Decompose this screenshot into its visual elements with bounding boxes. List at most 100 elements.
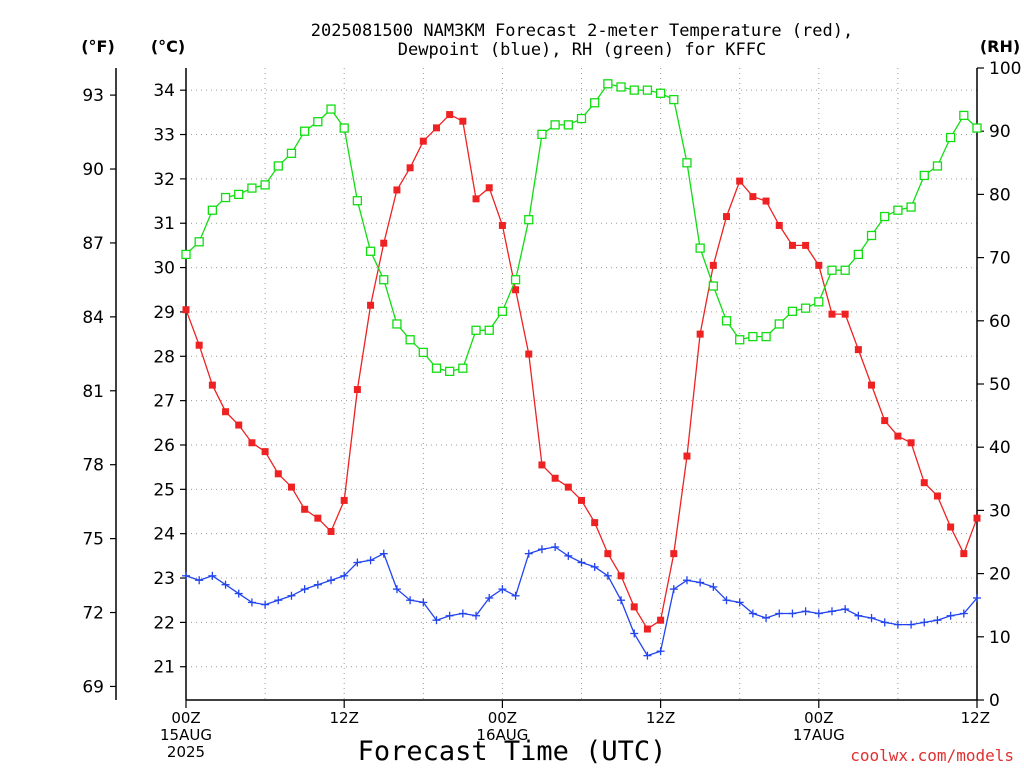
- x-tick-label: 15AUG: [160, 726, 212, 744]
- data-point: [274, 596, 283, 605]
- data-point: [274, 470, 282, 478]
- x-tick-label: 12Z: [646, 709, 675, 727]
- data-point: [498, 585, 507, 594]
- data-point: [563, 120, 573, 130]
- data-point: [748, 609, 757, 618]
- data-point: [959, 609, 968, 618]
- data-point: [630, 629, 639, 638]
- data-point: [696, 330, 704, 338]
- data-point: [406, 164, 414, 172]
- data-point: [655, 88, 666, 98]
- data-point: [590, 562, 599, 571]
- rh-tick-label: 50: [989, 375, 1011, 395]
- data-point: [881, 417, 889, 425]
- fahrenheit-tick-label: 75: [82, 530, 104, 550]
- data-point: [300, 585, 309, 594]
- data-point: [299, 126, 310, 136]
- series-rh: [181, 79, 982, 377]
- data-point: [682, 158, 692, 168]
- data-point: [445, 366, 455, 377]
- data-point: [550, 120, 560, 130]
- data-point: [866, 230, 877, 241]
- rh-tick-label: 100: [989, 59, 1021, 79]
- data-point: [867, 613, 876, 622]
- chart-title-line-2: Dewpoint (blue), RH (green) for KFFC: [398, 40, 766, 60]
- rh-tick-label: 40: [989, 438, 1011, 458]
- series-temperature: [182, 111, 981, 633]
- data-point: [801, 607, 810, 616]
- chart-title-line-1: 2025081500 NAM3KM Forecast 2-meter Tempe…: [311, 21, 853, 41]
- data-point: [788, 241, 796, 249]
- data-point: [907, 439, 915, 447]
- data-point: [221, 580, 230, 589]
- data-point: [814, 609, 823, 618]
- data-point: [960, 550, 968, 558]
- data-point: [709, 261, 717, 269]
- data-point: [446, 111, 454, 119]
- rh-tick-label: 90: [989, 122, 1011, 142]
- celsius-tick-label: 33: [153, 126, 175, 146]
- data-point: [669, 94, 679, 105]
- data-point: [617, 572, 625, 580]
- data-point: [591, 519, 599, 527]
- data-point: [657, 616, 665, 624]
- data-point: [696, 578, 705, 587]
- data-point: [445, 611, 454, 620]
- data-point: [880, 618, 889, 627]
- data-point: [736, 177, 744, 185]
- data-point: [748, 331, 758, 342]
- data-point: [286, 148, 297, 158]
- celsius-tick-label: 34: [153, 81, 175, 101]
- data-point: [815, 261, 823, 269]
- data-point: [471, 325, 481, 335]
- data-point: [551, 542, 560, 551]
- data-point: [868, 381, 876, 389]
- fahrenheit-tick-label: 90: [82, 160, 104, 180]
- data-point: [854, 346, 862, 354]
- data-point: [564, 483, 572, 491]
- data-point: [841, 605, 850, 614]
- data-point: [538, 461, 546, 469]
- data-point: [576, 113, 587, 124]
- celsius-tick-label: 32: [153, 170, 175, 190]
- data-point: [182, 306, 190, 314]
- celsius-tick-label: 30: [153, 259, 175, 279]
- celsius-tick-label: 23: [153, 569, 175, 589]
- data-point: [458, 609, 467, 618]
- data-point: [524, 549, 533, 558]
- data-point: [512, 286, 520, 294]
- data-point: [894, 432, 902, 440]
- rh-tick-label: 20: [989, 565, 1011, 585]
- data-point: [854, 611, 863, 620]
- data-point: [392, 585, 401, 594]
- data-point: [472, 611, 481, 620]
- data-point: [247, 598, 256, 607]
- data-point: [273, 161, 283, 171]
- data-point: [578, 496, 585, 504]
- data-point: [788, 609, 797, 618]
- data-point: [326, 104, 336, 114]
- data-point: [919, 170, 929, 181]
- rh-tick-label: 60: [989, 312, 1011, 332]
- data-point: [893, 205, 903, 215]
- data-point: [709, 582, 718, 591]
- data-point: [642, 85, 653, 95]
- data-point: [920, 618, 929, 627]
- data-point: [352, 196, 363, 206]
- data-point: [379, 549, 388, 558]
- data-point: [828, 310, 836, 318]
- series-dewpoint: [182, 542, 981, 660]
- rh-tick-label: 0: [989, 691, 1000, 711]
- x-tick-label: 17AUG: [793, 726, 845, 744]
- data-point: [682, 576, 691, 585]
- data-point: [287, 591, 296, 600]
- data-point: [208, 571, 217, 580]
- data-point: [643, 625, 651, 633]
- celsius-tick-label: 31: [153, 214, 175, 234]
- data-point: [749, 193, 757, 201]
- data-point: [840, 265, 850, 275]
- axes: 69 72 75 78 81 84 87 90 93 21 22 23 24 25 26 27 28 29 30 31…: [82, 59, 1021, 761]
- data-point: [723, 213, 731, 221]
- data-point: [497, 306, 508, 316]
